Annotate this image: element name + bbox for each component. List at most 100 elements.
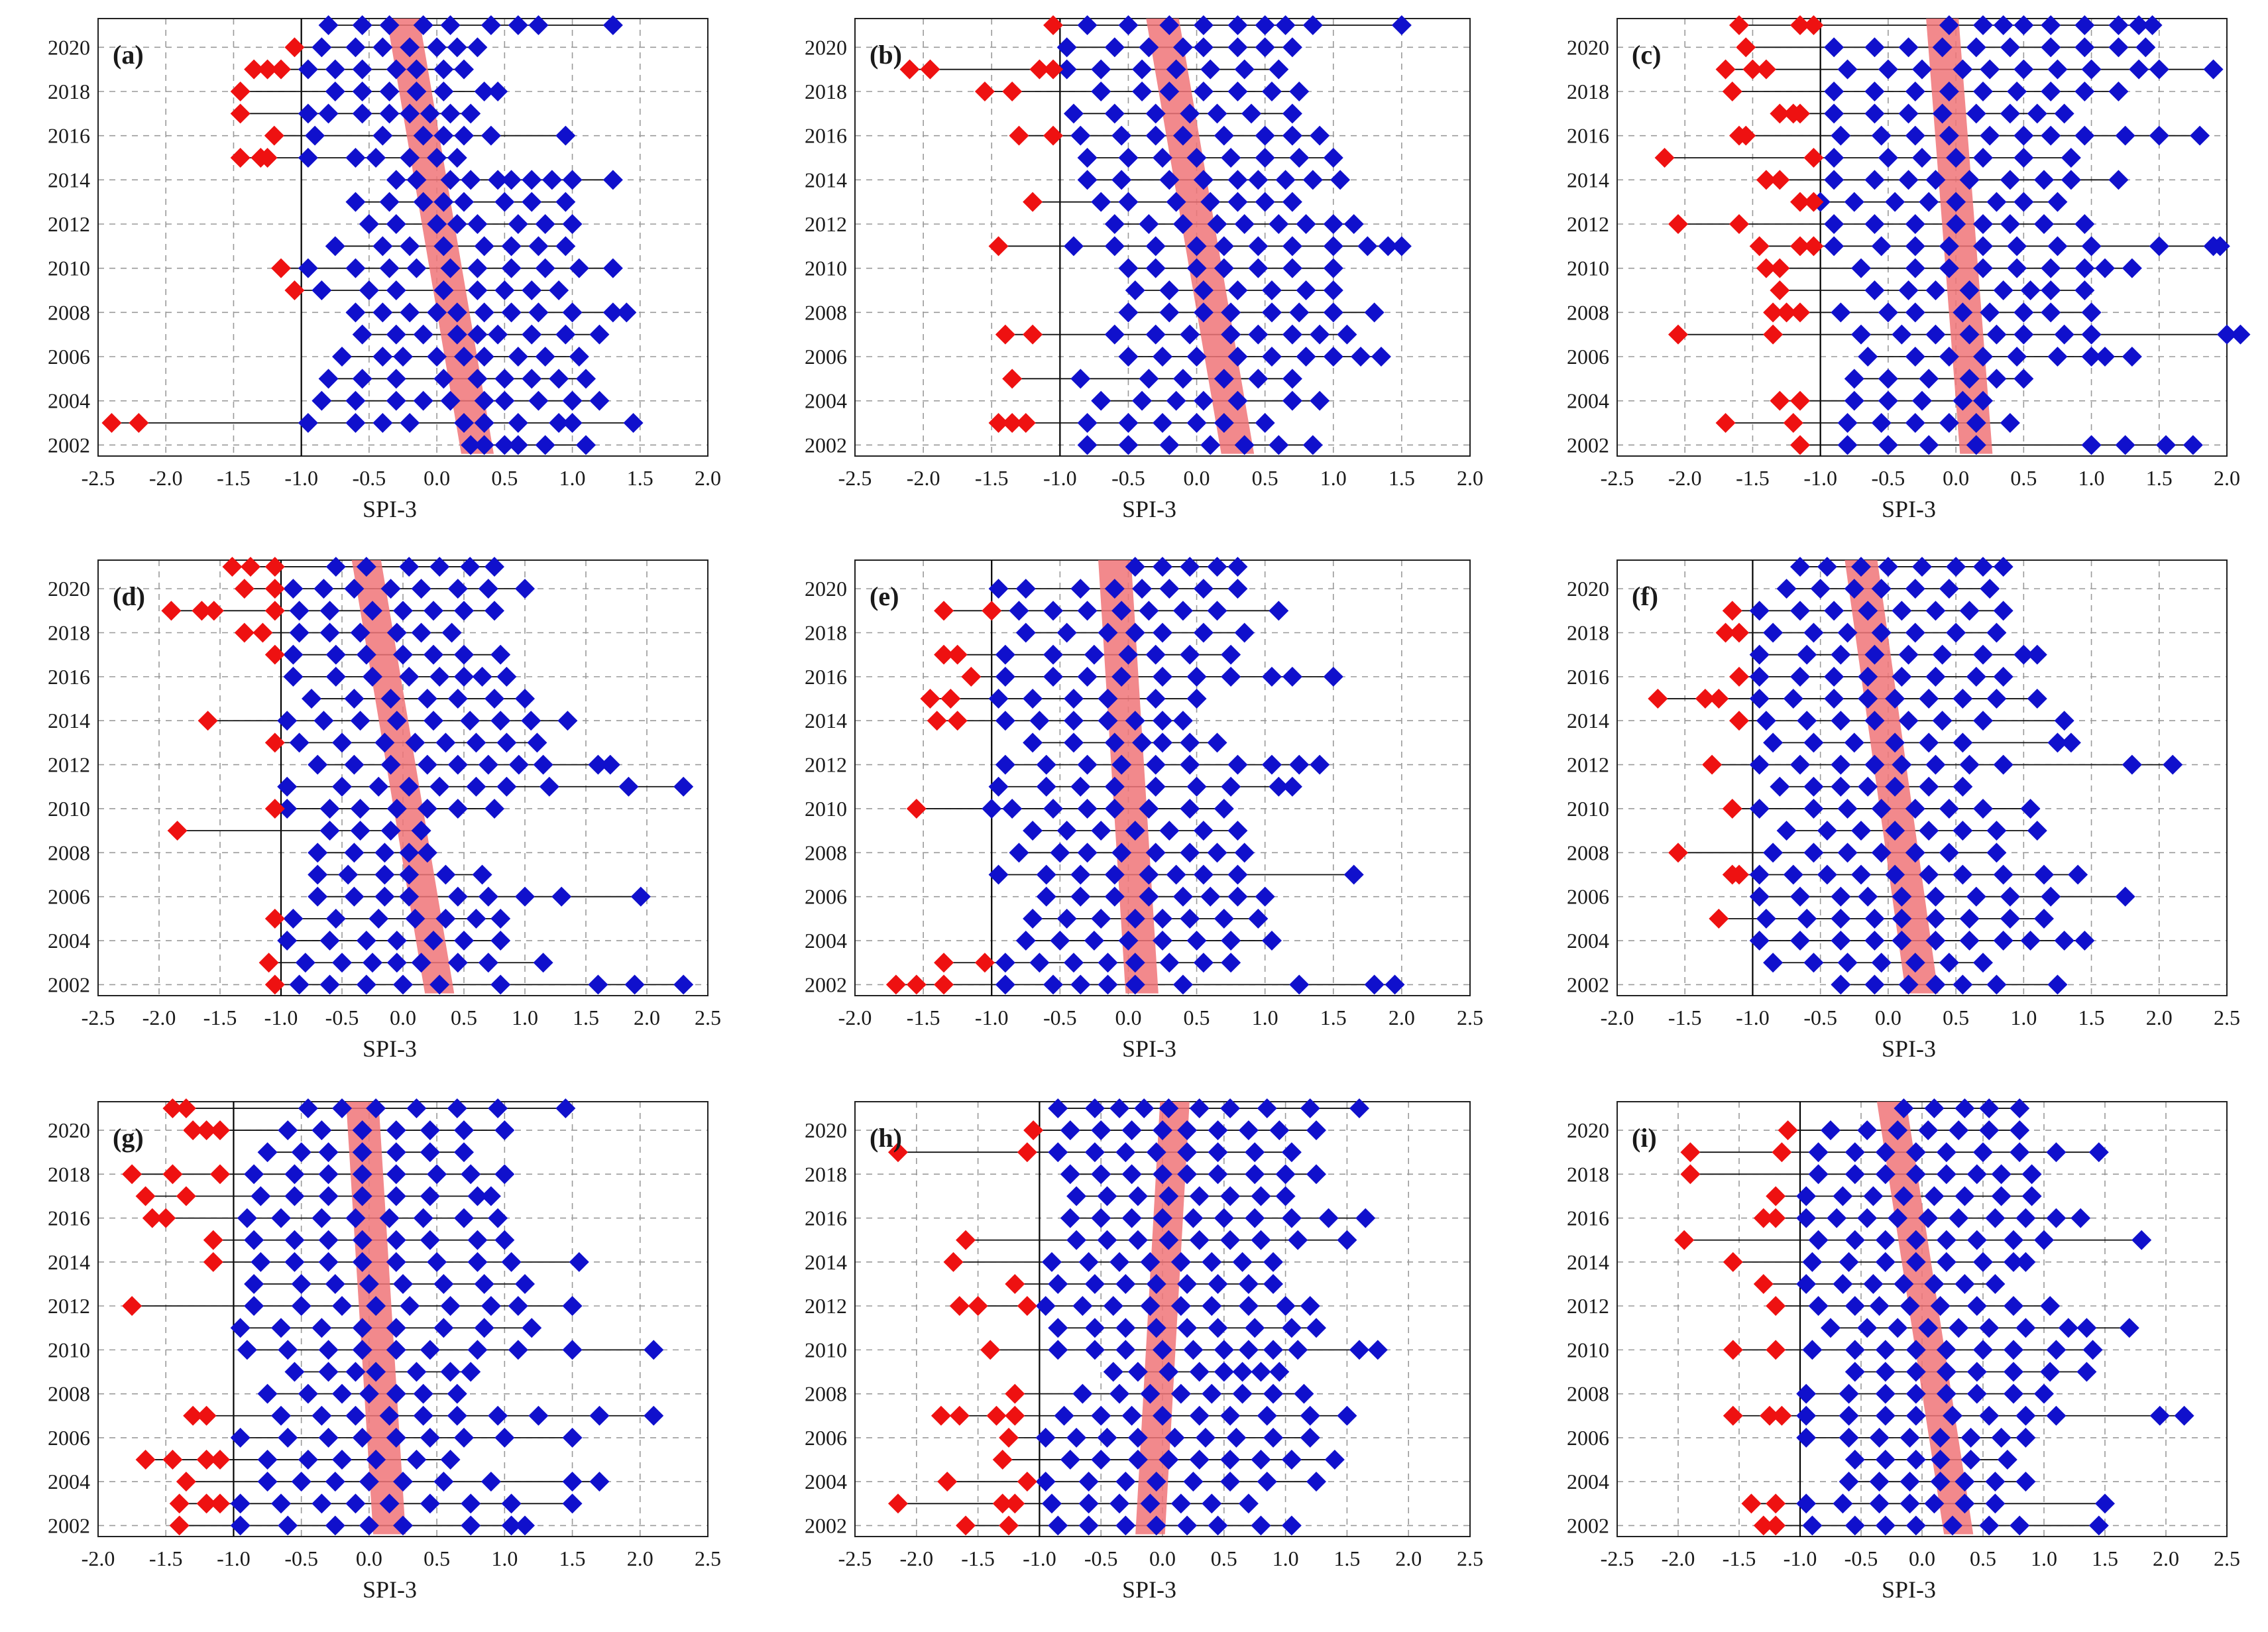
data-point — [1281, 1208, 1302, 1228]
data-point — [1831, 125, 1851, 146]
data-point-red — [129, 413, 149, 433]
data-point — [345, 148, 366, 168]
data-point — [1294, 1383, 1314, 1404]
x-tick-label: 2.0 — [1389, 1006, 1415, 1029]
data-point — [454, 347, 474, 367]
data-point-red — [122, 1296, 142, 1316]
y-tick-label: 2016 — [48, 1206, 90, 1230]
data-point — [2082, 1340, 2103, 1360]
data-point — [1839, 1383, 1859, 1404]
data-point — [1255, 37, 1275, 58]
x-tick-label: 1.5 — [627, 466, 653, 490]
data-point — [1159, 82, 1180, 101]
data-point — [1115, 1515, 1136, 1536]
x-tick-label: 1.0 — [1320, 466, 1347, 490]
data-point — [386, 390, 406, 411]
data-point — [1177, 1164, 1198, 1185]
data-point-red — [284, 280, 305, 300]
data-point — [1245, 1208, 1265, 1228]
data-point — [1153, 1405, 1172, 1426]
data-point — [1172, 214, 1193, 234]
data-point — [1936, 1142, 1956, 1163]
data-point — [522, 1318, 542, 1338]
data-point — [454, 601, 474, 621]
data-point — [1070, 579, 1091, 599]
data-point — [1821, 1318, 1841, 1338]
data-point — [1023, 908, 1043, 929]
data-point — [2040, 1362, 2061, 1382]
data-point — [2015, 1252, 2036, 1272]
data-point — [1063, 103, 1084, 124]
data-point — [1060, 1164, 1080, 1185]
data-point — [1949, 1120, 1969, 1141]
data-point — [1924, 1493, 1945, 1514]
data-point — [386, 1230, 406, 1250]
data-point — [325, 908, 346, 929]
data-point — [1251, 1362, 1271, 1382]
data-point — [283, 666, 304, 687]
data-point — [515, 579, 535, 599]
data-point — [325, 82, 345, 101]
y-tick-label: 2004 — [805, 389, 847, 413]
data-point — [277, 776, 298, 797]
data-point — [2041, 125, 2061, 146]
data-point — [1281, 1318, 1302, 1338]
data-point — [1955, 1273, 1975, 1294]
x-tick-label: 1.0 — [2010, 1006, 2037, 1029]
data-point — [2004, 1296, 2023, 1316]
data-point — [1269, 59, 1289, 80]
data-point — [1925, 931, 1946, 951]
data-point — [413, 125, 433, 146]
data-point — [1041, 1493, 1062, 1514]
x-tick-label: 1.5 — [573, 1006, 599, 1029]
y-tick-label: 2010 — [1567, 1338, 1609, 1362]
data-point — [602, 258, 623, 278]
data-point — [1824, 37, 1844, 58]
data-point — [359, 280, 379, 300]
x-tick-label: -1.0 — [975, 1006, 1009, 1029]
data-point — [1946, 622, 1966, 643]
data-point-red — [1017, 1142, 1037, 1163]
data-point — [379, 258, 400, 278]
data-point-red — [1790, 435, 1810, 455]
data-point — [1790, 601, 1810, 621]
data-point — [1946, 556, 1966, 577]
data-point — [386, 1252, 406, 1272]
data-point — [461, 103, 481, 124]
data-point — [539, 776, 559, 797]
data-point-red — [1803, 236, 1824, 257]
data-point — [1892, 666, 1912, 687]
data-point — [1193, 170, 1214, 190]
data-point — [1153, 413, 1172, 433]
data-point — [1263, 1427, 1284, 1448]
y-tick-label: 2014 — [805, 709, 847, 732]
data-point-red — [198, 711, 218, 731]
data-point — [1973, 390, 1993, 411]
data-point — [1985, 1273, 2006, 1294]
data-point — [2081, 236, 2102, 257]
data-point-red — [1770, 390, 1790, 411]
y-tick-label: 2002 — [805, 1513, 847, 1537]
data-point — [1385, 974, 1405, 995]
data-point — [1960, 1427, 1981, 1448]
x-axis-label: SPI-3 — [1882, 1035, 1936, 1062]
data-point — [555, 1098, 576, 1118]
data-point — [1172, 125, 1193, 146]
data-point — [1912, 59, 1932, 80]
data-point — [1255, 886, 1275, 907]
data-point — [2074, 214, 2095, 234]
data-point — [549, 413, 569, 433]
data-point — [352, 59, 372, 80]
data-point-red — [1648, 689, 1668, 709]
data-point-red — [162, 1098, 183, 1118]
data-point — [1898, 103, 1919, 124]
data-point — [1115, 1472, 1136, 1492]
x-axis-label: SPI-3 — [363, 496, 417, 522]
data-point — [508, 15, 528, 35]
y-tick-label: 2020 — [48, 1118, 90, 1142]
y-tick-label: 2010 — [1567, 257, 1609, 280]
data-point — [2203, 59, 2224, 80]
data-point — [1104, 236, 1125, 257]
data-point — [237, 1340, 257, 1360]
data-point — [1227, 864, 1248, 885]
